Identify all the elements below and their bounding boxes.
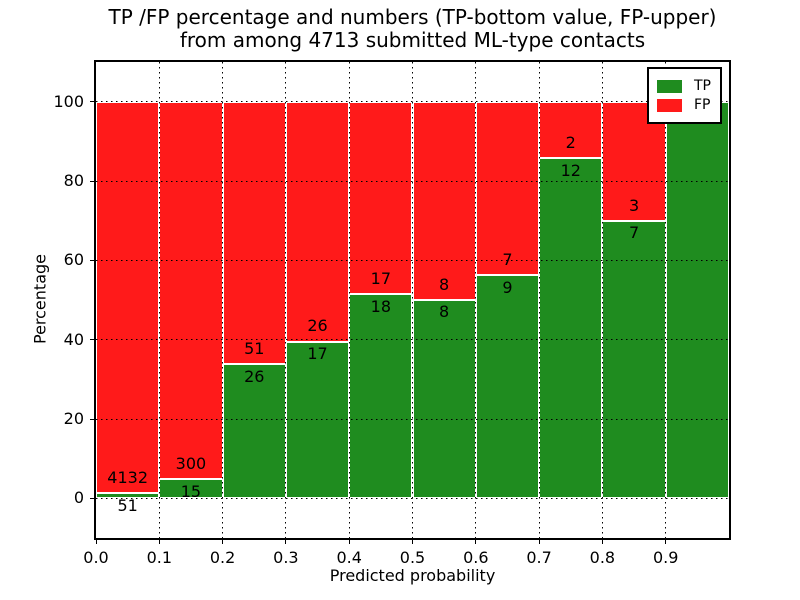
legend-label: TP bbox=[694, 78, 711, 94]
tp-bar-segment bbox=[159, 479, 223, 499]
fp-count-label: 17 bbox=[370, 269, 392, 289]
x-axis-label: Predicted probability bbox=[329, 566, 496, 585]
fp-count-label: 300 bbox=[175, 454, 207, 474]
y-tick-label: 40 bbox=[63, 329, 84, 349]
y-gridline bbox=[96, 180, 729, 182]
y-gridline bbox=[96, 101, 729, 103]
x-tick-mark bbox=[412, 540, 413, 544]
tp-bar-segment bbox=[349, 294, 413, 499]
tp-count-label: 17 bbox=[307, 343, 328, 363]
y-tick-label: 60 bbox=[63, 250, 84, 270]
y-tick-mark bbox=[90, 180, 94, 182]
x-gridline bbox=[285, 62, 287, 538]
x-tick-mark bbox=[665, 540, 667, 544]
fp-bar-segment bbox=[285, 101, 350, 342]
y-tick-mark bbox=[90, 259, 94, 261]
chart-title: TP /FP percentage and numbers (TP-bottom… bbox=[96, 6, 729, 52]
tp-count-label: 26 bbox=[244, 366, 265, 386]
y-tick-label: 20 bbox=[63, 409, 84, 428]
tp-bar-segment bbox=[222, 364, 286, 499]
legend-label: FP bbox=[694, 97, 711, 113]
y-tick-label: 0 bbox=[73, 488, 84, 508]
y-tick-mark bbox=[90, 101, 94, 103]
tp-bar-segment bbox=[412, 300, 476, 499]
x-tick-label: 0.0 bbox=[83, 548, 109, 567]
y-gridline bbox=[96, 497, 729, 499]
fp-bar-segment bbox=[159, 101, 223, 480]
x-tick-mark bbox=[95, 540, 97, 544]
tp-count-label: 12 bbox=[560, 160, 581, 180]
fp-bar-segment bbox=[222, 101, 286, 365]
fp-bar-segment bbox=[475, 101, 540, 276]
x-tick-mark bbox=[348, 540, 350, 544]
y-tick-label: 100 bbox=[53, 91, 84, 111]
tp-count-label: 9 bbox=[502, 277, 513, 297]
y-tick-label: 80 bbox=[63, 171, 84, 190]
x-tick-mark bbox=[601, 540, 603, 544]
tp-count-label: 51 bbox=[117, 495, 138, 515]
x-tick-label: 0.5 bbox=[399, 548, 426, 567]
y-tick-mark bbox=[90, 418, 94, 420]
tp-bar-segment bbox=[602, 220, 666, 499]
x-tick-label: 0.9 bbox=[652, 548, 679, 567]
x-gridline bbox=[222, 62, 224, 538]
x-gridline bbox=[158, 62, 160, 538]
x-gridline bbox=[665, 62, 667, 538]
tp-bar-segment bbox=[285, 341, 350, 499]
chart-title-line1: TP /FP percentage and numbers (TP-bottom… bbox=[108, 5, 717, 29]
x-tick-mark bbox=[158, 540, 160, 544]
x-tick-label: 0.7 bbox=[526, 548, 552, 567]
x-gridline bbox=[412, 62, 413, 538]
x-tick-label: 0.3 bbox=[273, 548, 299, 567]
legend-entry: FP bbox=[657, 97, 711, 113]
tp-count-label: 8 bbox=[439, 302, 450, 322]
fp-count-label: 26 bbox=[307, 316, 328, 336]
fp-count-label: 7 bbox=[502, 250, 513, 270]
tp-bar-segment bbox=[539, 158, 603, 499]
x-tick-label: 0.1 bbox=[146, 548, 173, 567]
legend-swatch-fp bbox=[657, 98, 682, 112]
fp-count-label: 3 bbox=[628, 195, 640, 215]
tp-bar-segment bbox=[665, 101, 729, 499]
x-gridline bbox=[538, 62, 540, 538]
fp-bar-segment bbox=[349, 101, 413, 295]
y-gridline bbox=[96, 339, 729, 341]
tp-count-label: 7 bbox=[628, 222, 640, 242]
tp-count-label: 18 bbox=[370, 296, 392, 316]
x-tick-mark bbox=[475, 540, 477, 544]
x-tick-label: 0.8 bbox=[589, 548, 616, 567]
x-tick-mark bbox=[285, 540, 287, 544]
y-gridline bbox=[96, 259, 729, 261]
fp-count-label: 8 bbox=[439, 274, 450, 294]
chart-title-line2: from among 4713 submitted ML-type contac… bbox=[179, 28, 646, 52]
x-tick-label: 0.6 bbox=[463, 548, 489, 567]
y-tick-mark bbox=[90, 339, 94, 341]
legend-entry: TP bbox=[657, 78, 711, 94]
x-tick-mark bbox=[222, 540, 224, 544]
fp-count-label: 51 bbox=[244, 339, 265, 359]
y-gridline bbox=[96, 418, 729, 420]
x-tick-mark bbox=[538, 540, 540, 544]
x-gridline bbox=[348, 62, 350, 538]
tp-bar-segment bbox=[475, 275, 540, 499]
x-tick-label: 0.2 bbox=[209, 548, 236, 567]
fp-bar-segment bbox=[96, 101, 160, 494]
fp-count-label: 2 bbox=[565, 133, 576, 153]
legend: TP FP bbox=[647, 67, 722, 124]
y-tick-mark bbox=[90, 497, 94, 499]
x-gridline bbox=[475, 62, 477, 538]
fp-count-label: 4132 bbox=[107, 468, 148, 488]
x-gridline bbox=[601, 62, 603, 538]
x-tick-label: 0.4 bbox=[336, 548, 362, 567]
fp-bar-segment bbox=[412, 101, 476, 300]
tp-count-label: 15 bbox=[180, 481, 202, 501]
legend-swatch-tp bbox=[657, 79, 682, 93]
